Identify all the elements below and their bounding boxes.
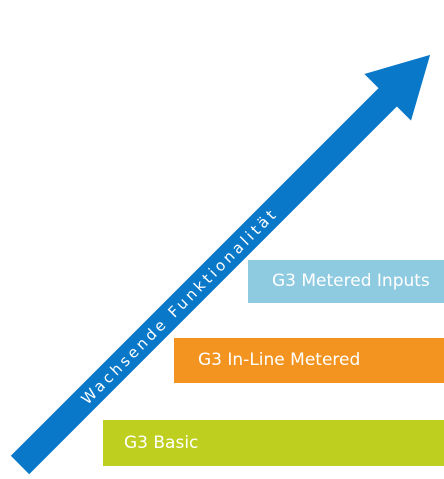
tier-label: G3 Basic [124,432,199,453]
tier-label: G3 In-Line Metered [198,350,361,370]
arrow-label: Wachsende Funktionalität [78,204,282,408]
tier-g3-basic: G3 Basic [103,420,444,466]
tier-label: G3 Metered Inputs [272,271,430,291]
tier-g3-inline-metered: G3 In-Line Metered [174,338,444,383]
arrow-shape [10,54,431,475]
tier-g3-metered-inputs: G3 Metered Inputs [248,260,444,303]
